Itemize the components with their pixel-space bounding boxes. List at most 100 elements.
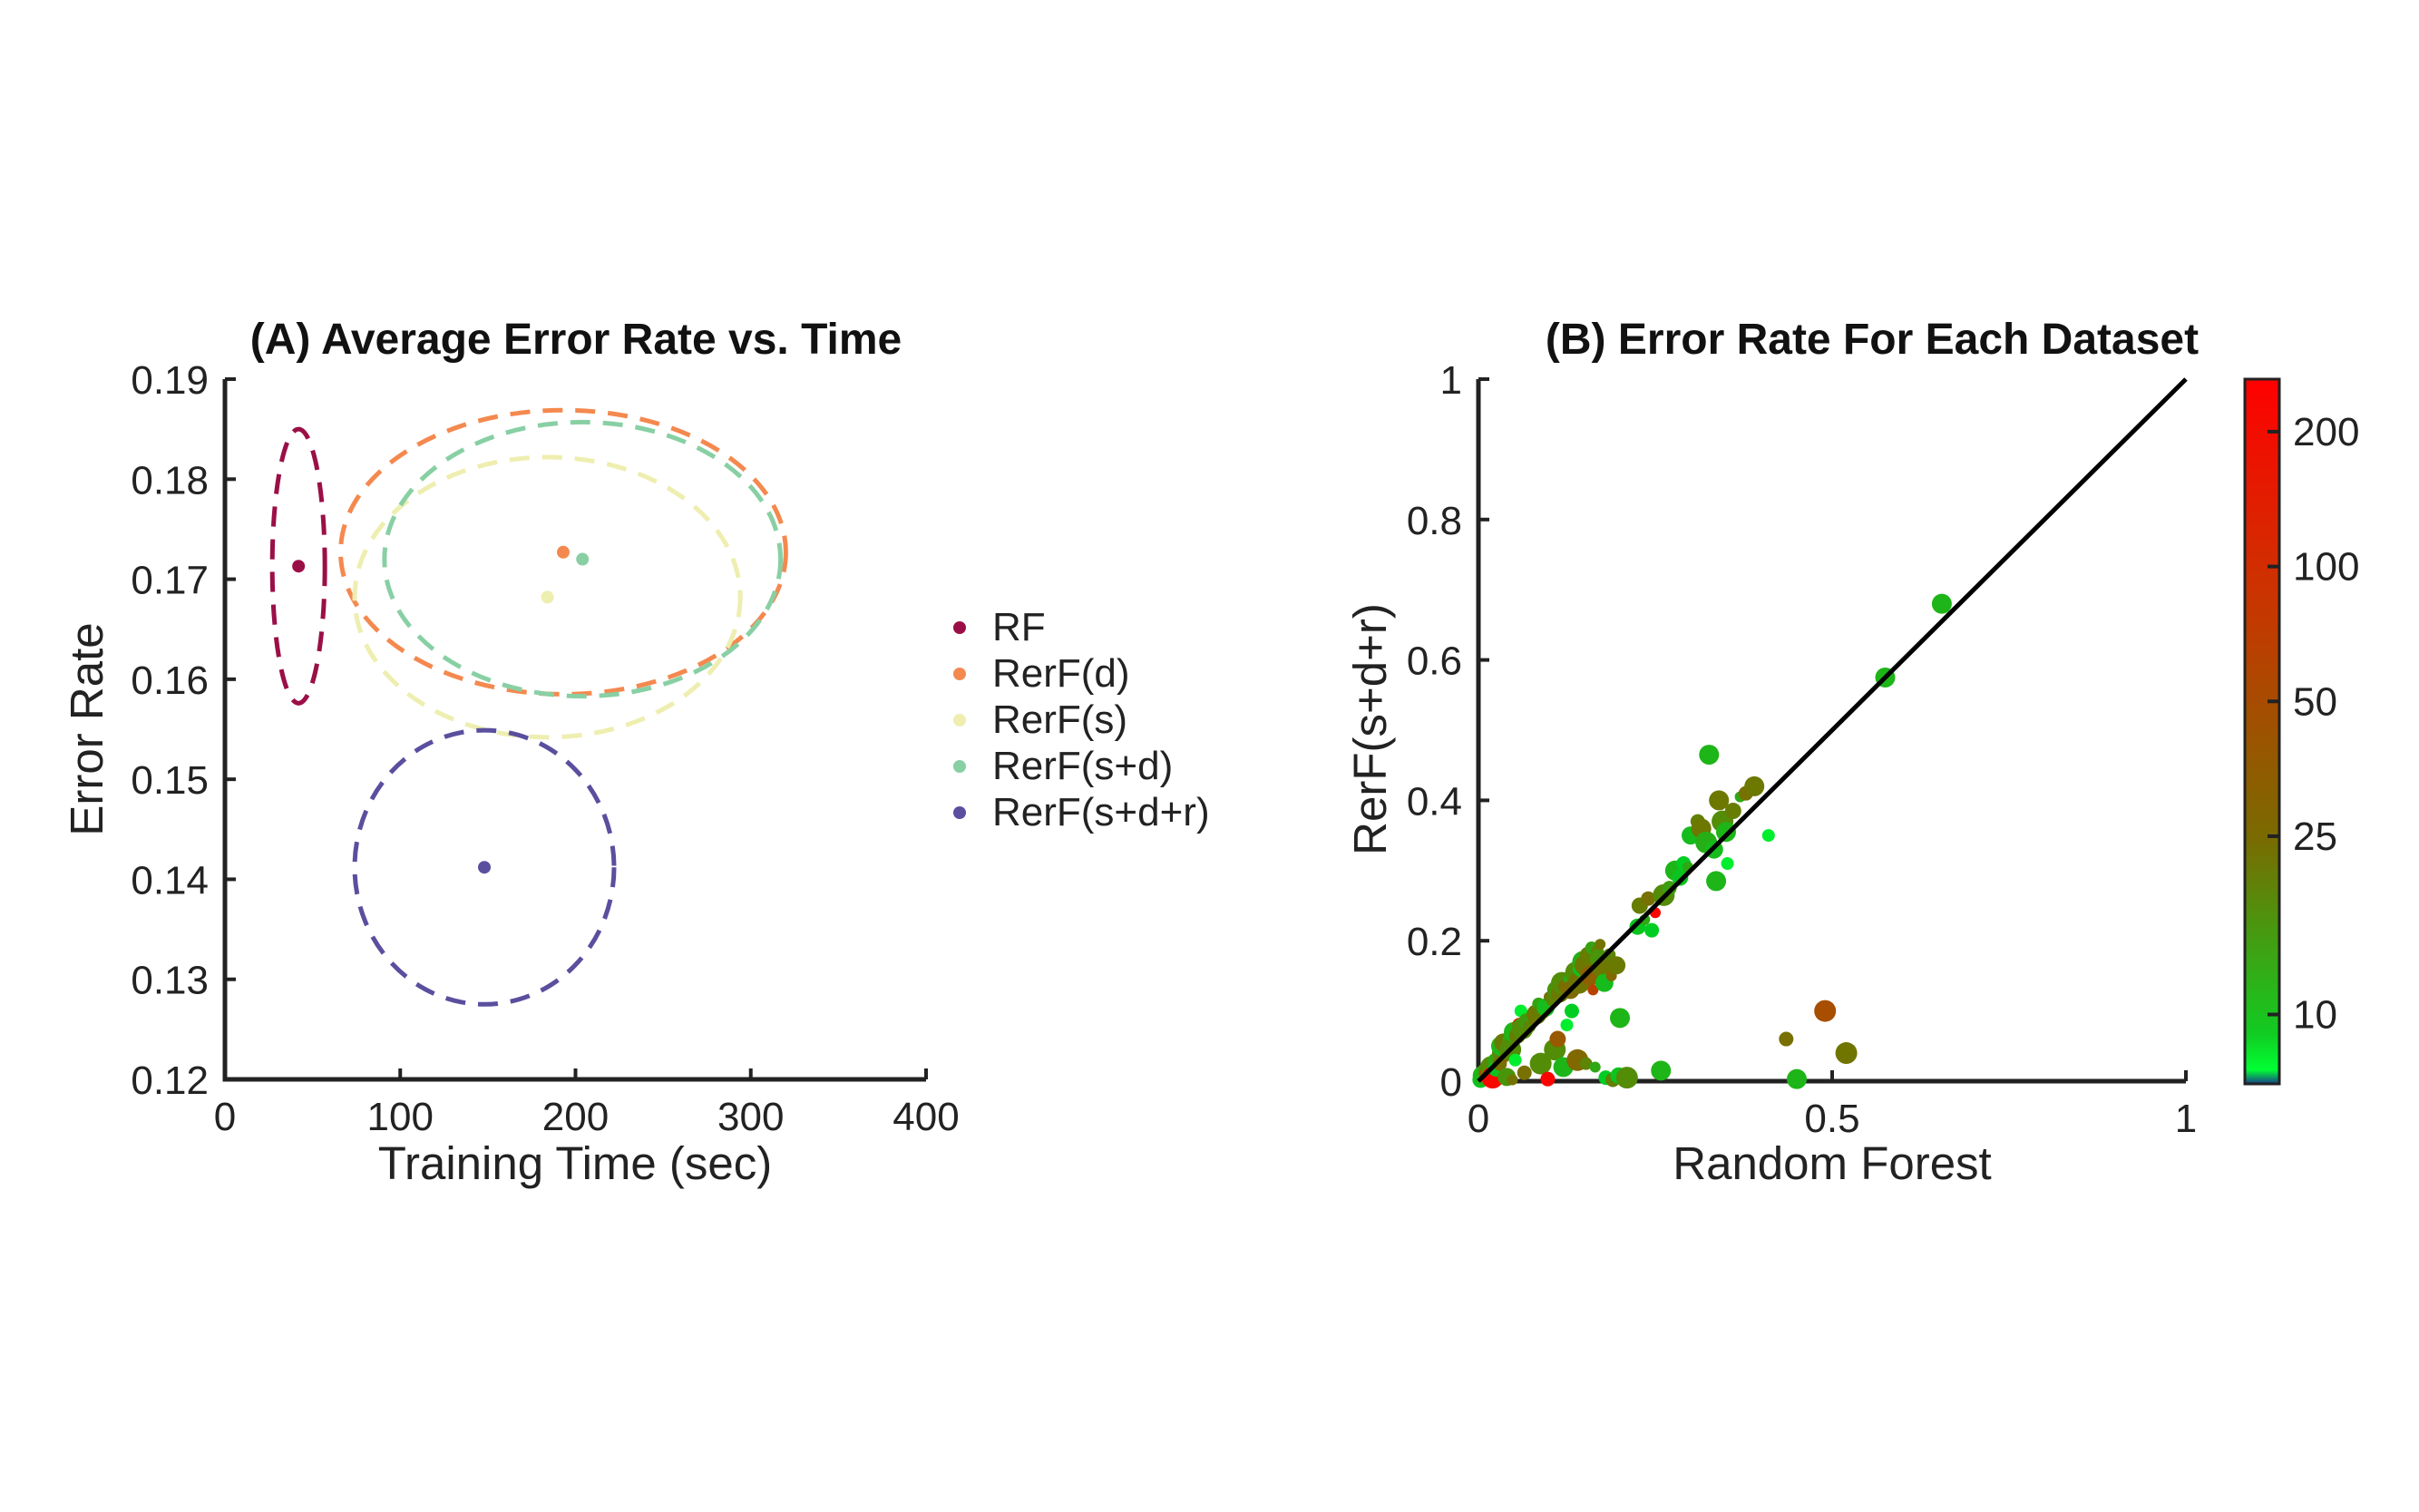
dataset-point bbox=[1540, 1071, 1556, 1087]
panel-b-x-ticks: 0 0.5 1 bbox=[1468, 1070, 2197, 1141]
dataset-point bbox=[1587, 984, 1599, 996]
mean-point bbox=[556, 545, 570, 559]
dataset-point bbox=[1615, 1067, 1638, 1089]
confidence-ellipse bbox=[338, 407, 788, 697]
confidence-ellipse bbox=[352, 454, 743, 740]
dataset-point bbox=[1761, 829, 1775, 843]
dataset-point bbox=[1644, 922, 1660, 938]
confidence-ellipse bbox=[269, 426, 327, 706]
dataset-point bbox=[1508, 1053, 1522, 1067]
dataset-point bbox=[1607, 956, 1626, 975]
panel-a-points bbox=[292, 545, 590, 874]
x-tick-label: 0.5 bbox=[1804, 1097, 1859, 1141]
dataset-point bbox=[1931, 593, 1952, 614]
dataset-point bbox=[1651, 1060, 1672, 1081]
colorbar-tick-label: 100 bbox=[2293, 545, 2359, 590]
legend-label: RerF(d) bbox=[992, 651, 1130, 696]
panel-b-x-axis-label: Random Forest bbox=[1673, 1137, 1991, 1189]
dataset-point bbox=[1610, 1008, 1630, 1029]
legend-marker bbox=[953, 714, 966, 727]
dataset-point bbox=[1507, 1074, 1518, 1086]
panel-a-x-axis-label: Training Time (sec) bbox=[378, 1137, 773, 1189]
mean-point bbox=[576, 552, 590, 566]
colorbar-tick-label: 200 bbox=[2293, 410, 2359, 454]
panel-b-title: (B) Error Rate For Each Dataset bbox=[1546, 316, 2199, 364]
panel-a-x-ticks: 0 100 200 300 400 bbox=[214, 1068, 960, 1139]
x-tick-label: 300 bbox=[717, 1095, 784, 1139]
y-tick-label: 0.2 bbox=[1407, 920, 1462, 964]
dataset-point bbox=[1835, 1042, 1858, 1065]
y-tick-label: 0 bbox=[1440, 1060, 1462, 1105]
y-tick-label: 0.13 bbox=[131, 959, 209, 1003]
x-tick-label: 0 bbox=[214, 1095, 236, 1139]
legend-label: RerF(s+d+r) bbox=[992, 790, 1210, 834]
y-tick-label: 1 bbox=[1440, 358, 1462, 403]
colorbar-tick-label: 50 bbox=[2293, 679, 2337, 724]
colorbar-tick-label: 10 bbox=[2293, 992, 2337, 1037]
panel-b-points bbox=[1472, 593, 1952, 1089]
panel-b: (B) Error Rate For Each Dataset 00.20.40… bbox=[1344, 316, 2359, 1189]
colorbar bbox=[2243, 377, 2281, 1086]
dataset-point bbox=[1744, 776, 1765, 796]
colorbar-ticks: 10 25 50 100 200 bbox=[2268, 410, 2359, 1037]
x-tick-label: 400 bbox=[892, 1095, 959, 1139]
legend-label: RF bbox=[992, 605, 1046, 649]
dataset-point bbox=[1579, 1057, 1593, 1070]
y-tick-label: 0.15 bbox=[131, 758, 209, 803]
dataset-point bbox=[1517, 1065, 1532, 1080]
dataset-point bbox=[1672, 869, 1689, 886]
dataset-point bbox=[1814, 1000, 1837, 1022]
dataset-point bbox=[1529, 1052, 1552, 1075]
panel-b-y-ticks: 0 0.2 0.4 0.6 0.8 1 bbox=[1407, 358, 1489, 1105]
panel-a-y-axis-label: Error Rate bbox=[61, 622, 112, 835]
colorbar-tick-label: 25 bbox=[2293, 815, 2337, 859]
panel-a: (A) Average Error Rate vs. Time 0.12 0.13… bbox=[61, 316, 1210, 1189]
x-tick-label: 100 bbox=[367, 1095, 434, 1139]
y-tick-label: 0.17 bbox=[131, 559, 209, 603]
confidence-ellipse bbox=[382, 419, 784, 699]
panel-a-title: (A) Average Error Rate vs. Time bbox=[250, 316, 902, 364]
legend-label: RerF(s+d) bbox=[992, 744, 1173, 788]
y-tick-label: 0.14 bbox=[131, 858, 209, 902]
dataset-point bbox=[1709, 790, 1730, 811]
dataset-point bbox=[1595, 939, 1606, 951]
y-tick-label: 0.18 bbox=[131, 458, 209, 502]
dataset-point bbox=[1706, 871, 1727, 892]
legend-label: RerF(s) bbox=[992, 697, 1127, 742]
dataset-point bbox=[1724, 803, 1741, 820]
legend-marker bbox=[953, 621, 966, 634]
dataset-point bbox=[1787, 1068, 1807, 1089]
x-tick-label: 200 bbox=[542, 1095, 609, 1139]
x-tick-label: 0 bbox=[1468, 1097, 1489, 1141]
y-tick-label: 0.19 bbox=[131, 358, 209, 403]
confidence-ellipse bbox=[352, 727, 617, 1007]
y-tick-label: 0.8 bbox=[1407, 499, 1462, 543]
dataset-point bbox=[1641, 891, 1656, 906]
dataset-point bbox=[1699, 745, 1720, 766]
dataset-point bbox=[1589, 1061, 1601, 1073]
y-tick-label: 0.16 bbox=[131, 658, 209, 703]
mean-point bbox=[478, 861, 492, 874]
mean-point bbox=[541, 590, 554, 604]
y-tick-label: 0.12 bbox=[131, 1058, 209, 1103]
legend-marker bbox=[953, 760, 966, 773]
panel-a-y-ticks: 0.12 0.13 0.14 0.15 0.16 0.17 0.18 0.19 bbox=[131, 358, 236, 1103]
dataset-point bbox=[1721, 857, 1734, 871]
dataset-point bbox=[1549, 1030, 1566, 1048]
y-tick-label: 0.4 bbox=[1407, 779, 1462, 824]
dataset-point bbox=[1662, 881, 1677, 896]
dataset-point bbox=[1779, 1031, 1794, 1047]
mean-point bbox=[292, 560, 306, 573]
dataset-point bbox=[1716, 822, 1736, 843]
panel-a-ellipses bbox=[269, 407, 788, 1007]
panel-a-axes bbox=[222, 379, 926, 1082]
x-tick-label: 1 bbox=[2175, 1097, 2197, 1141]
panel-b-y-axis-label: RerF(s+d+r) bbox=[1344, 603, 1396, 855]
y-tick-label: 0.6 bbox=[1407, 639, 1462, 684]
dataset-point bbox=[1560, 1019, 1574, 1032]
legend-marker bbox=[953, 668, 966, 680]
dataset-point bbox=[1564, 1003, 1579, 1019]
identity-line bbox=[1477, 377, 2188, 1083]
